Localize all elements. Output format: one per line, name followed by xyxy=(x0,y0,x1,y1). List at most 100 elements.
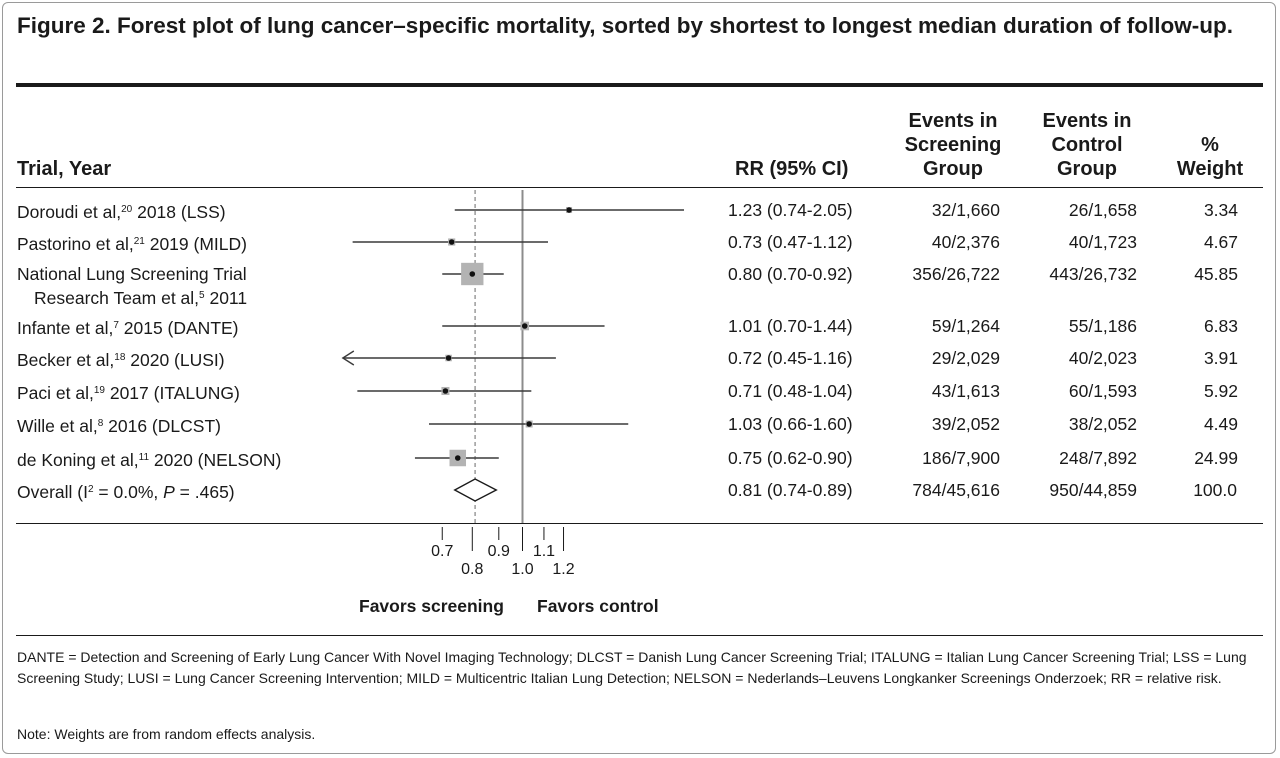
axis-tick-label: 1.1 xyxy=(533,543,555,560)
title-rule xyxy=(16,83,1263,87)
trial-label: National Lung Screening Trial Research Te… xyxy=(17,263,247,309)
trial-author: Pastorino et al, xyxy=(17,234,134,254)
rr-ci-value: 0.72 (0.45-1.16) xyxy=(728,348,853,368)
trial-label: Infante et al,7 2015 (DANTE) xyxy=(17,315,239,339)
trial-label: Pastorino et al,21 2019 (MILD) xyxy=(17,231,247,255)
footnote-rule xyxy=(16,635,1263,636)
trial-author: Doroudi et al, xyxy=(17,202,122,222)
trial-author-line2: Research Team et al, xyxy=(34,288,200,308)
weights-note: Note: Weights are from random effects an… xyxy=(17,726,316,742)
trial-year: 2011 xyxy=(204,288,248,308)
favors-control-label: Favors control xyxy=(537,596,659,616)
weight-value: 4.67 xyxy=(1203,232,1238,252)
trial-year: 2016 (DLCST) xyxy=(103,416,221,436)
trial-author: National Lung Screening Trial xyxy=(17,264,247,284)
trial-reference: 20 xyxy=(121,204,133,215)
trial-author: Infante et al, xyxy=(17,318,114,338)
overall-p-symbol: P xyxy=(163,482,175,502)
rr-ci-value: 1.03 (0.66-1.60) xyxy=(728,414,853,434)
control-events: 248/7,892 xyxy=(1059,448,1137,468)
axis-tick-label: 0.9 xyxy=(488,543,510,560)
trial-reference: 18 xyxy=(114,352,126,363)
weight-value: 24.99 xyxy=(1194,448,1238,468)
trial-reference: 11 xyxy=(138,452,150,463)
trial-reference: 21 xyxy=(133,236,145,247)
trial-label: Paci et al,19 2017 (ITALUNG) xyxy=(17,380,240,404)
overall-label-prefix: Overall (I xyxy=(17,482,88,502)
screening-events: 186/7,900 xyxy=(922,448,1000,468)
trial-year: 2017 (ITALUNG) xyxy=(104,383,240,403)
header-trial: Trial, Year xyxy=(17,158,112,180)
ci-truncation-arrow xyxy=(341,350,355,366)
trial-year: 2020 (LUSI) xyxy=(125,350,225,370)
axis-tick-label: 0.8 xyxy=(461,561,483,578)
point-estimate xyxy=(445,355,452,361)
trial-year: 2020 (NELSON) xyxy=(149,450,282,470)
weight-value: 3.91 xyxy=(1203,348,1238,368)
overall-rr-ci: 0.81 (0.74-0.89) xyxy=(728,480,853,500)
overall-weight: 100.0 xyxy=(1193,480,1237,500)
screening-events: 40/2,376 xyxy=(931,232,1000,252)
weight-value: 4.49 xyxy=(1203,414,1238,434)
screening-events: 32/1,660 xyxy=(931,200,1000,220)
abbreviations-footnote: DANTE = Detection and Screening of Early… xyxy=(17,649,1247,686)
axis-tick-label: 1.2 xyxy=(552,561,574,578)
weight-value: 6.83 xyxy=(1203,316,1238,336)
weight-value: 5.92 xyxy=(1203,381,1238,401)
weight-value: 3.34 xyxy=(1203,200,1238,220)
point-estimate xyxy=(566,207,572,213)
rr-ci-value: 0.73 (0.47-1.12) xyxy=(728,232,853,252)
rr-ci-value: 0.71 (0.48-1.04) xyxy=(728,381,853,401)
header-weight: % Weight xyxy=(1176,134,1244,180)
forest-plot: 0.7 0.9 1.1 0.8 1.0 1.2 xyxy=(341,190,685,578)
screening-events: 43/1,613 xyxy=(931,381,1000,401)
favors-screening-label: Favors screening xyxy=(359,596,504,616)
overall-heterogeneity: = 0.0%, xyxy=(93,482,164,502)
trial-reference: 19 xyxy=(93,385,105,396)
trial-label: de Koning et al,11 2020 (NELSON) xyxy=(17,447,281,471)
overall-p-value: = .465) xyxy=(174,482,235,502)
trial-label: Doroudi et al,20 2018 (LSS) xyxy=(17,199,226,223)
overall-label: Overall (I2 = 0.0%, P = .465) xyxy=(17,479,235,503)
overall-i2-superscript: 2 xyxy=(87,484,94,495)
trial-reference: 5 xyxy=(199,290,205,301)
rr-ci-value: 1.01 (0.70-1.44) xyxy=(728,316,853,336)
header-control: Events in Control Group xyxy=(1042,110,1132,180)
point-estimate xyxy=(526,421,532,427)
screening-events: 39/2,052 xyxy=(931,414,1000,434)
weight-value: 45.85 xyxy=(1194,264,1238,284)
rr-ci-value: 0.80 (0.70-0.92) xyxy=(728,264,853,284)
rr-ci-value: 0.75 (0.62-0.90) xyxy=(728,448,853,468)
pooled-diamond xyxy=(453,478,498,502)
axis-tick-label: 1.0 xyxy=(511,561,533,578)
control-events: 40/2,023 xyxy=(1068,348,1137,368)
trial-year: 2019 (MILD) xyxy=(144,234,247,254)
control-events: 40/1,723 xyxy=(1068,232,1137,252)
control-events: 26/1,658 xyxy=(1068,200,1137,220)
trial-author: Paci et al, xyxy=(17,383,94,403)
trial-reference: 8 xyxy=(97,418,104,429)
header-rr: RR (95% CI) xyxy=(735,158,849,180)
figure-title: Figure 2. Forest plot of lung cancer–spe… xyxy=(17,13,1233,38)
axis-tick-label: 0.7 xyxy=(431,543,453,560)
trial-author: Wille et al, xyxy=(17,416,98,436)
point-estimate xyxy=(521,323,528,329)
control-events: 38/2,052 xyxy=(1068,414,1137,434)
trial-reference: 7 xyxy=(113,320,119,331)
trial-label: Becker et al,18 2020 (LUSI) xyxy=(17,347,225,371)
screening-events: 59/1,264 xyxy=(931,316,1000,336)
trial-author: Becker et al, xyxy=(17,350,115,370)
trial-label: Wille et al,8 2016 (DLCST) xyxy=(17,413,221,437)
header-rule xyxy=(16,187,1263,188)
screening-events: 29/2,029 xyxy=(931,348,1000,368)
point-estimate xyxy=(442,388,449,394)
trial-year: 2015 (DANTE) xyxy=(118,318,239,338)
bottom-plot-rule xyxy=(16,523,1263,524)
trial-year: 2018 (LSS) xyxy=(132,202,226,222)
trial-author: de Koning et al, xyxy=(17,450,139,470)
point-estimate xyxy=(469,271,476,277)
rr-ci-value: 1.23 (0.74-2.05) xyxy=(728,200,853,220)
screening-events: 356/26,722 xyxy=(912,264,1000,284)
overall-control-events: 950/44,859 xyxy=(1049,480,1137,500)
